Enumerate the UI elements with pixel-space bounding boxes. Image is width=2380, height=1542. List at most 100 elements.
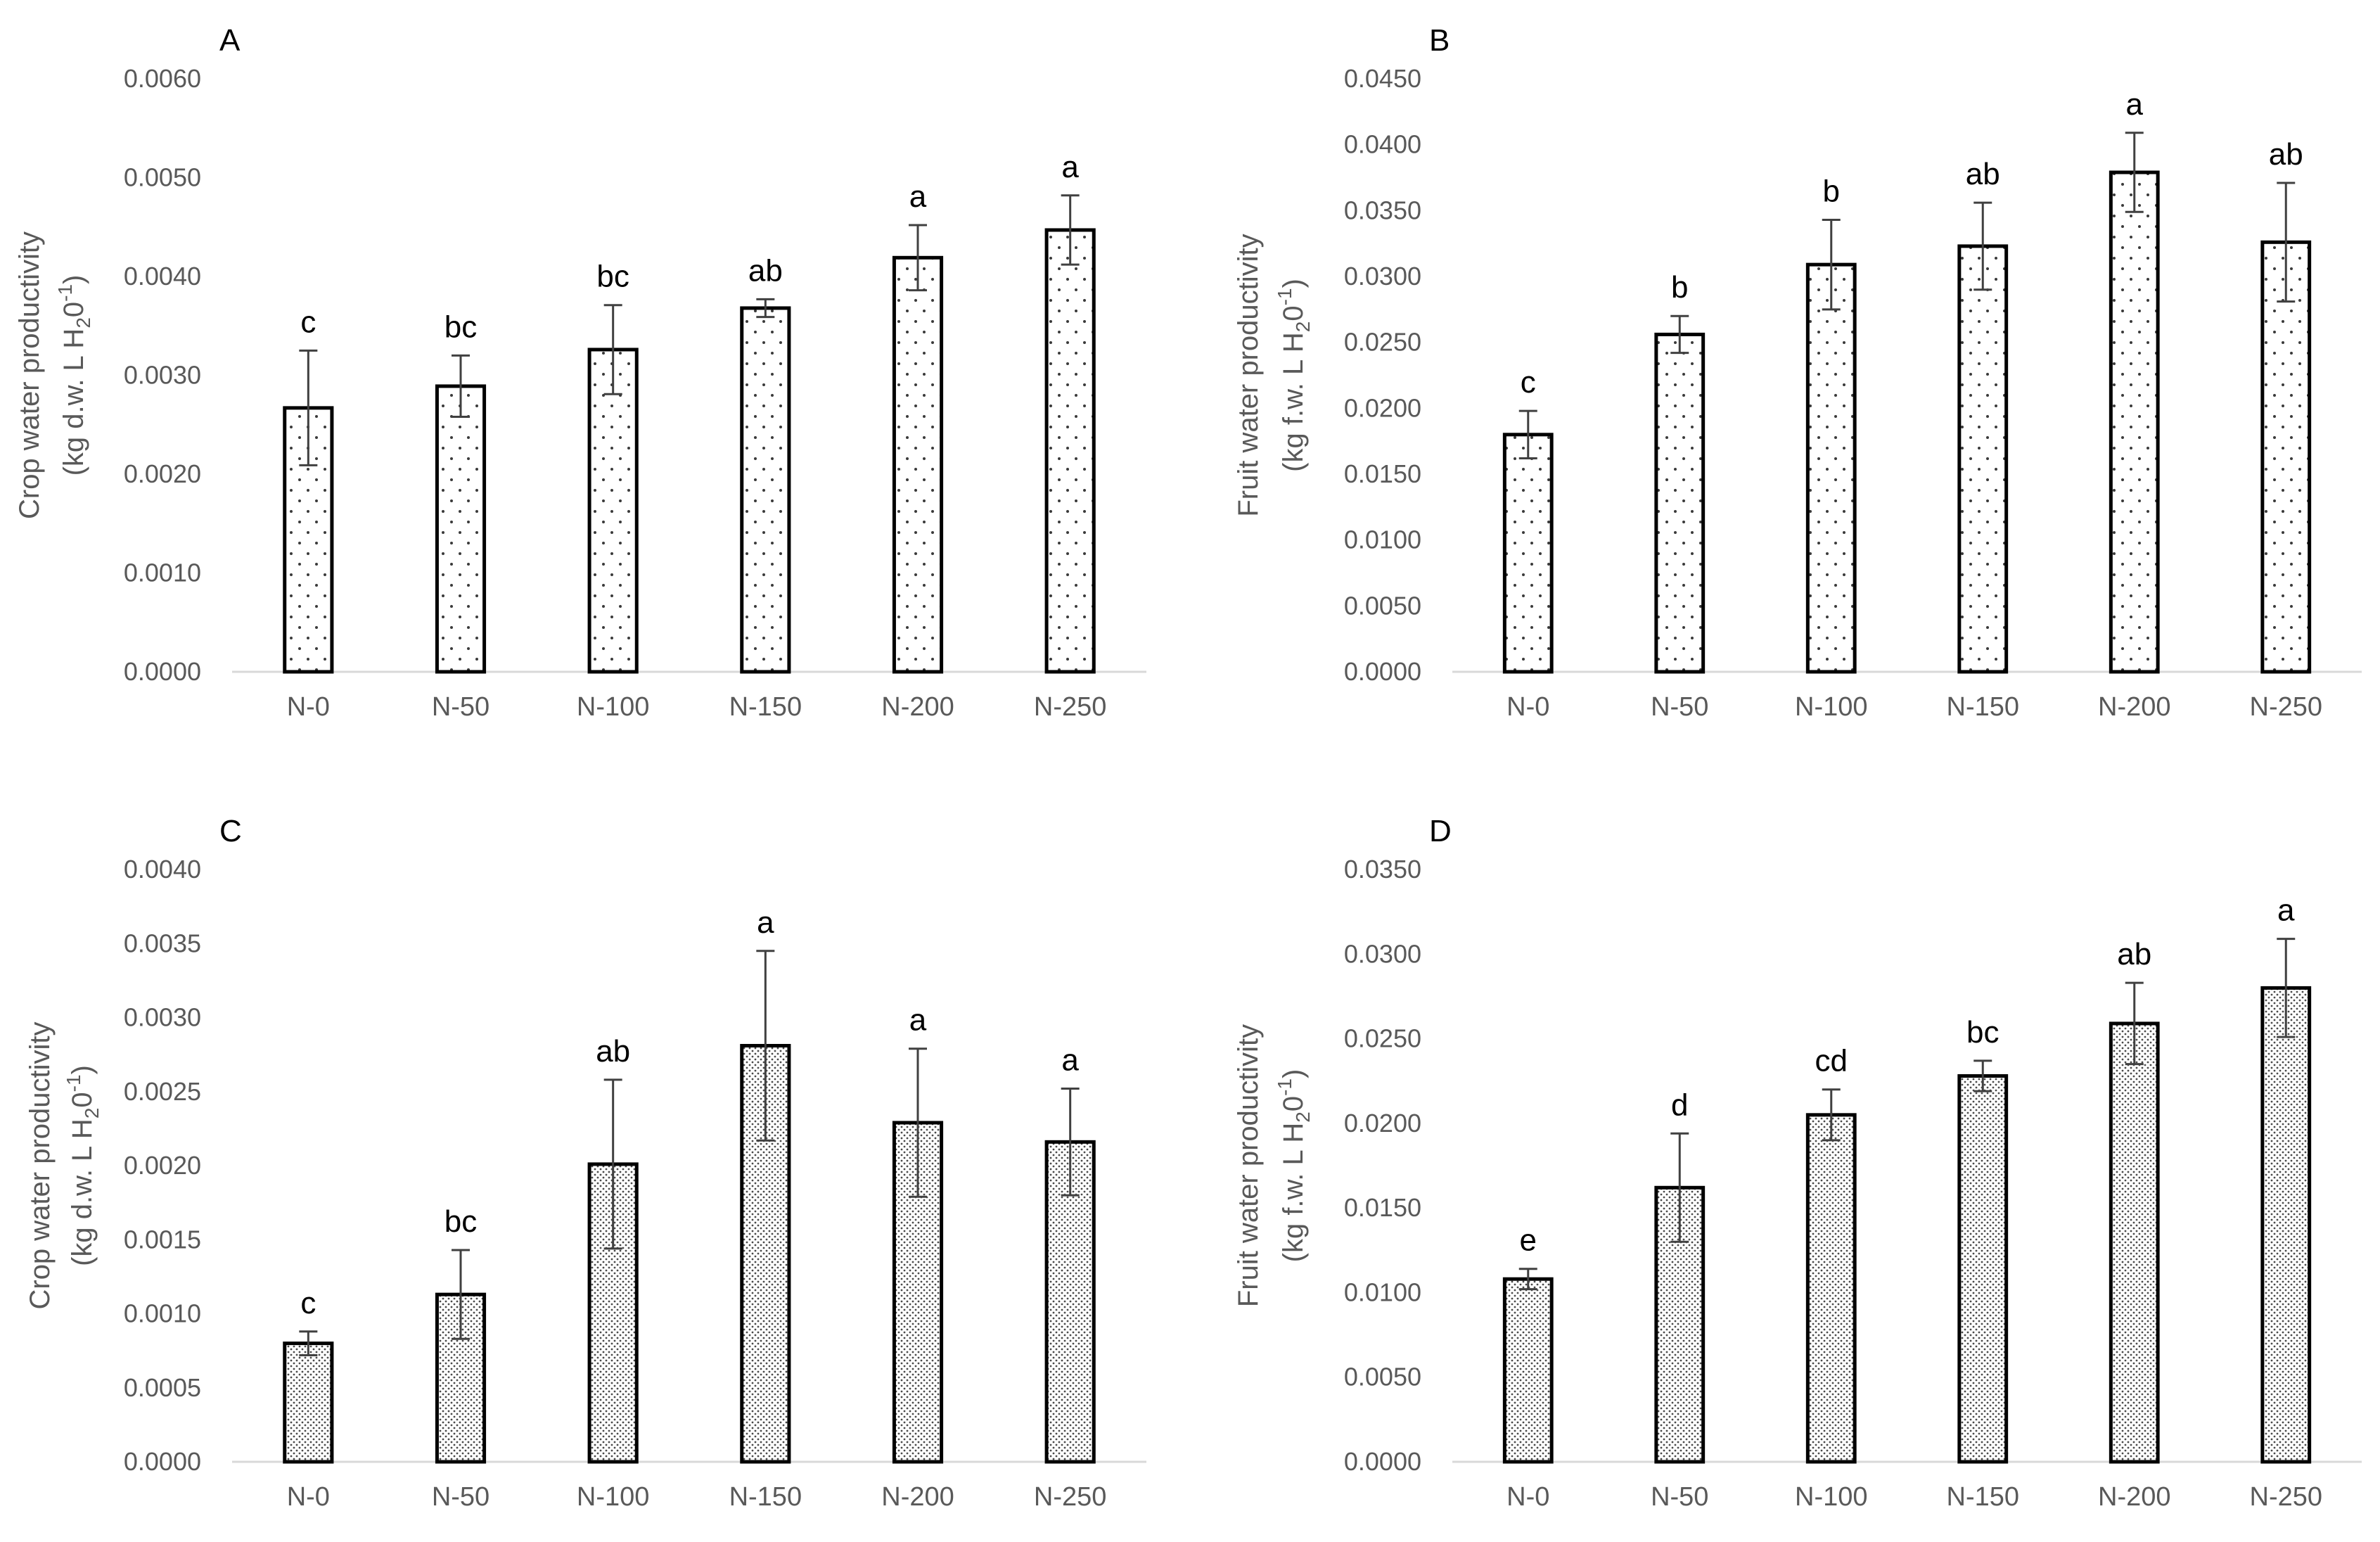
y-tick-label: 0.0150: [1344, 459, 1421, 488]
panel-label: A: [219, 23, 241, 58]
y-axis-title: Crop water productivity: [14, 231, 45, 519]
bar: [283, 1342, 334, 1464]
x-tick-label: N-250: [2250, 692, 2323, 722]
significance-label: c: [300, 305, 316, 339]
x-tick-label: N-200: [2098, 692, 2171, 722]
bar: [1654, 332, 1706, 674]
y-tick-label: 0.0000: [124, 1447, 201, 1476]
y-tick-label: 0.0250: [1344, 328, 1421, 357]
y-tick-label: 0.0000: [1344, 1447, 1421, 1476]
y-tick-label: 0.0000: [1344, 657, 1421, 686]
x-tick-label: N-100: [1795, 692, 1868, 722]
y-tick-label: 0.0450: [1344, 64, 1421, 93]
y-tick-label: 0.0025: [124, 1077, 201, 1106]
y-tick-label: 0.0015: [124, 1225, 201, 1254]
significance-label: a: [1061, 150, 1079, 184]
y-tick-label: 0.0010: [124, 1299, 201, 1328]
y-axis-unit-text: (kg f.w. L H: [1278, 1123, 1309, 1263]
x-tick-label: N-0: [1506, 692, 1549, 722]
y-axis-title: Fruit water productivity: [1233, 1024, 1264, 1307]
y-tick-label: 0.0200: [1344, 1109, 1421, 1138]
significance-label: a: [757, 905, 774, 940]
x-tick-label: N-100: [1795, 1482, 1868, 1512]
bar: [1957, 244, 2009, 674]
y-axis-unit-superscript: -1: [1274, 1078, 1295, 1096]
y-axis-unit-text: ): [1278, 279, 1309, 288]
y-tick-label: 0.0040: [124, 262, 201, 291]
significance-label: ab: [596, 1034, 630, 1069]
y-tick-label: 0.0030: [124, 1003, 201, 1032]
y-axis-unit-superscript: -1: [63, 1074, 84, 1092]
x-tick-label: N-250: [1034, 1482, 1107, 1512]
x-tick-label: N-200: [881, 1482, 954, 1512]
x-tick-label: N-150: [729, 1482, 802, 1512]
y-axis-unit-superscript: -1: [1274, 288, 1295, 306]
bar: [2260, 986, 2312, 1464]
bar: [1502, 433, 1554, 674]
y-axis-title: Fruit water productivity: [1233, 234, 1264, 516]
y-axis-unit-text: ): [58, 275, 89, 284]
bar: [587, 1162, 639, 1464]
y-tick-label: 0.0350: [1344, 196, 1421, 224]
significance-label: ab: [748, 253, 783, 288]
bar: [2109, 1021, 2160, 1464]
y-tick-label: 0.0040: [124, 855, 201, 884]
significance-label: bc: [1966, 1015, 1999, 1050]
panel-label: D: [1429, 814, 1452, 848]
x-tick-label: N-150: [1947, 692, 2020, 722]
y-axis-unit-text: 0: [67, 1092, 98, 1107]
x-tick-label: N-50: [1651, 692, 1708, 722]
significance-label: bc: [444, 1204, 477, 1239]
significance-label: a: [1061, 1043, 1079, 1078]
x-tick-label: N-250: [1034, 692, 1107, 722]
y-tick-label: 0.0035: [124, 929, 201, 957]
y-tick-label: 0.0150: [1344, 1193, 1421, 1222]
y-tick-label: 0.0350: [1344, 855, 1421, 884]
significance-label: ab: [2117, 937, 2151, 971]
significance-label: c: [300, 1286, 316, 1320]
significance-label: a: [909, 179, 927, 214]
bar: [2260, 240, 2312, 674]
y-axis-unit: (kg d.w. L H20-1): [54, 275, 94, 476]
bar: [1502, 1277, 1554, 1464]
y-tick-label: 0.0050: [1344, 1363, 1421, 1391]
y-axis-unit-subscript: 2: [72, 317, 94, 329]
x-tick-label: N-50: [432, 1482, 490, 1512]
x-tick-label: N-0: [287, 1482, 330, 1512]
bar: [435, 384, 487, 674]
y-tick-label: 0.0250: [1344, 1024, 1421, 1053]
bar: [1957, 1073, 2009, 1464]
y-tick-label: 0.0100: [1344, 1277, 1421, 1306]
y-tick-label: 0.0050: [124, 163, 201, 192]
y-axis-unit-text: (kg d.w. L H: [67, 1119, 98, 1266]
y-axis-unit-text: ): [1278, 1069, 1309, 1078]
significance-label: ab: [1966, 157, 2000, 191]
y-tick-label: 0.0100: [1344, 525, 1421, 554]
x-tick-label: N-200: [881, 692, 954, 722]
y-axis-unit: (kg f.w. L H20-1): [1274, 279, 1314, 472]
y-axis-unit-text: (kg d.w. L H: [58, 329, 89, 476]
y-tick-label: 0.0030: [124, 361, 201, 390]
y-tick-label: 0.0060: [124, 64, 201, 93]
significance-label: cd: [1815, 1044, 1848, 1078]
y-tick-label: 0.0000: [124, 657, 201, 686]
x-tick-label: N-0: [287, 692, 330, 722]
x-tick-label: N-150: [729, 692, 802, 722]
y-tick-label: 0.0300: [1344, 262, 1421, 291]
bar: [892, 255, 944, 674]
significance-label: a: [2126, 87, 2144, 122]
y-axis-unit: (kg f.w. L H20-1): [1274, 1069, 1314, 1263]
significance-label: d: [1671, 1088, 1688, 1122]
y-tick-label: 0.0005: [124, 1373, 201, 1402]
x-tick-label: N-250: [2250, 1482, 2323, 1512]
significance-label: ab: [2269, 137, 2303, 172]
x-tick-label: N-50: [1651, 1482, 1708, 1512]
y-axis-unit-text: 0: [1278, 305, 1309, 321]
chart-panel-d: D 0.0000 0.0050 0.0100 0.0150 0.0200 0.0250 0.0…: [1233, 814, 2362, 1512]
bar: [587, 348, 639, 674]
significance-label: bc: [444, 310, 477, 344]
y-axis-unit: (kg d.w. L H20-1): [63, 1065, 103, 1266]
bar: [1805, 1113, 1857, 1464]
bar: [1805, 262, 1857, 674]
significance-label: bc: [596, 260, 629, 294]
